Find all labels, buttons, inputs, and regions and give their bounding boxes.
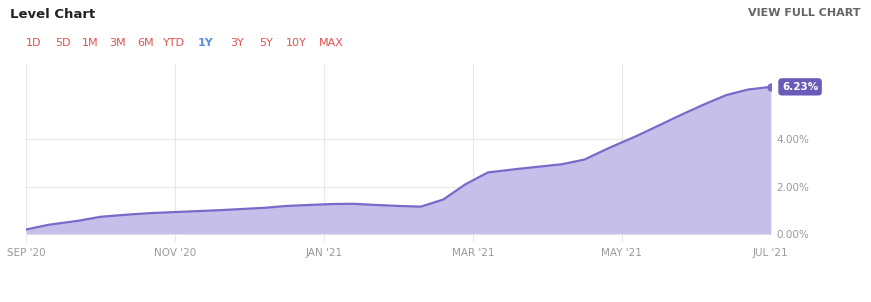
Text: 5D: 5D — [55, 38, 71, 48]
Text: 3M: 3M — [109, 38, 126, 48]
Text: MAX: MAX — [319, 38, 343, 48]
Text: 1D: 1D — [25, 38, 41, 48]
Text: 10Y: 10Y — [286, 38, 307, 48]
Text: VIEW FULL CHART: VIEW FULL CHART — [748, 8, 861, 18]
Text: YTD: YTD — [163, 38, 186, 48]
Text: 1M: 1M — [81, 38, 98, 48]
Text: 3Y: 3Y — [230, 38, 244, 48]
Text: 6M: 6M — [137, 38, 154, 48]
Text: 1Y: 1Y — [198, 38, 213, 48]
Text: 6.23%: 6.23% — [782, 82, 818, 92]
Text: Level Chart: Level Chart — [10, 8, 96, 21]
Text: 5Y: 5Y — [259, 38, 273, 48]
